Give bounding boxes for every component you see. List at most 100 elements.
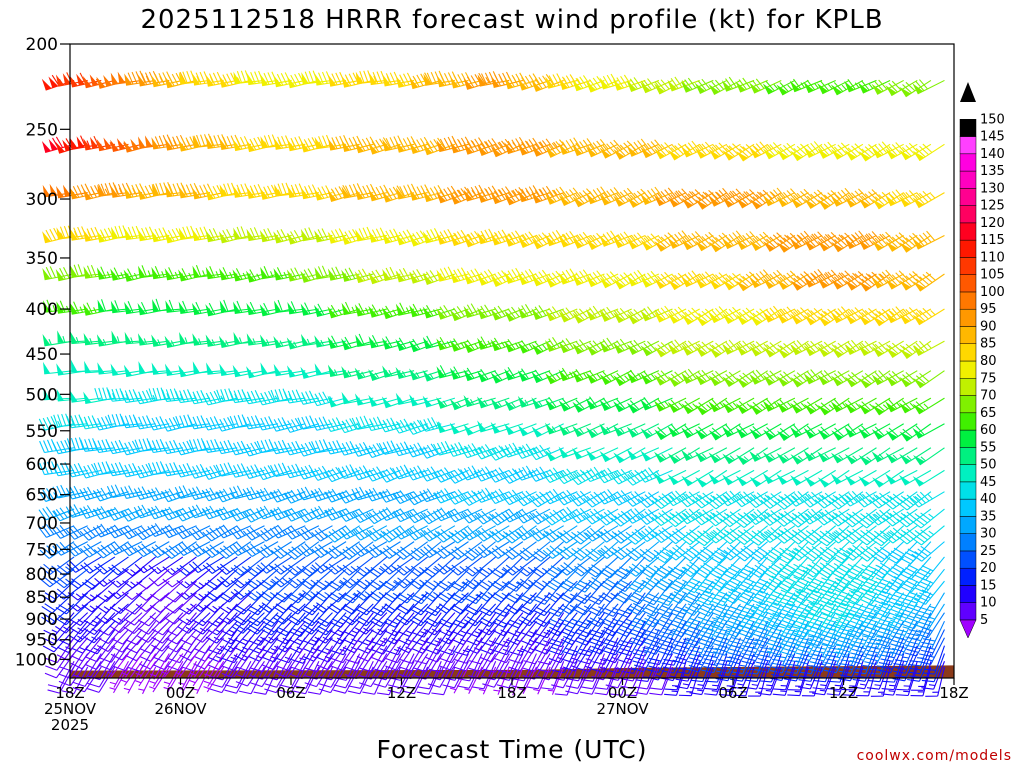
- legend-label: 60: [980, 423, 997, 438]
- wind-barb: [640, 270, 673, 288]
- wind-barb: [283, 489, 320, 504]
- wind-barb: [681, 307, 714, 325]
- wind-barb: [667, 339, 700, 355]
- wind-barb: [367, 568, 401, 591]
- wind-barb: [912, 397, 945, 415]
- x-tick-label: 12Z: [387, 684, 416, 702]
- legend-swatch: [959, 291, 977, 310]
- wind-barb: [735, 423, 768, 439]
- legend-label: 80: [980, 354, 997, 369]
- legend-label: 35: [980, 509, 997, 524]
- wind-barb: [69, 72, 102, 88]
- legend-label: 95: [980, 302, 997, 317]
- wind-barb: [885, 370, 918, 387]
- wind-barb: [337, 464, 374, 480]
- wind-barb: [762, 79, 796, 95]
- legend-swatch: [959, 170, 977, 189]
- wind-barb: [343, 612, 374, 637]
- wind-barb: [681, 140, 714, 158]
- wind-barb: [313, 568, 347, 591]
- wind-barb: [341, 366, 374, 379]
- wind-barb: [708, 370, 741, 387]
- wind-barb: [749, 423, 782, 440]
- wind-barb: [762, 187, 796, 207]
- legend-swatch: [959, 343, 977, 362]
- legend-swatch: [959, 153, 977, 172]
- legend-swatch: [959, 516, 977, 534]
- wind-barb: [749, 269, 782, 289]
- wind-barb: [422, 568, 456, 591]
- wind-barb: [870, 525, 905, 547]
- wind-barb: [789, 230, 823, 250]
- y-tick-label: 1000: [15, 650, 58, 670]
- wind-barb: [694, 340, 728, 357]
- wind-barb: [640, 233, 673, 251]
- wind-barb: [582, 466, 619, 483]
- wind-barb: [558, 307, 592, 323]
- wind-barb: [803, 189, 836, 209]
- wind-barb: [654, 370, 687, 386]
- wind-barb: [803, 307, 836, 326]
- legend-label: 90: [980, 319, 997, 334]
- wind-barb: [749, 78, 782, 94]
- wind-barb: [654, 556, 687, 579]
- wind-barb: [857, 79, 891, 94]
- wind-barb: [814, 491, 850, 509]
- wind-barb: [640, 186, 673, 205]
- legend-swatch: [959, 498, 977, 517]
- wind-barb: [912, 469, 945, 487]
- wind-barb: [405, 491, 442, 506]
- wind-barb: [830, 447, 864, 464]
- wind-barb: [585, 138, 619, 158]
- legend-label: 130: [980, 181, 1005, 196]
- x-tick-label: 18Z: [497, 684, 526, 702]
- wind-barb: [204, 568, 238, 591]
- legend-swatch: [959, 447, 977, 465]
- wind-barb: [96, 266, 129, 280]
- wind-barb: [762, 305, 796, 323]
- wind-barb: [912, 79, 945, 95]
- wind-barb: [667, 188, 700, 208]
- wind-barb: [912, 230, 945, 250]
- wind-barb: [858, 397, 891, 415]
- wind-barb: [749, 141, 782, 159]
- legend-swatch: [959, 222, 977, 241]
- y-tick-label: 450: [26, 345, 58, 365]
- wind-barb: [216, 388, 251, 402]
- wind-barb: [215, 462, 251, 477]
- y-axis: 200 250 300 350 400 450 500 550 600 650 700 750 800 8…: [15, 35, 70, 670]
- y-tick-label: 750: [26, 540, 58, 560]
- wind-barb: [871, 340, 904, 358]
- wind-barb: [844, 469, 877, 486]
- wind-barb: [501, 489, 537, 506]
- wind-barb: [722, 143, 755, 161]
- wind-barb: [858, 340, 891, 357]
- legend-swatch: [959, 395, 977, 414]
- wind-barb: [803, 231, 836, 251]
- legend-swatch: [959, 567, 977, 586]
- wind-barb: [640, 397, 673, 411]
- y-tick-label: 500: [26, 385, 58, 405]
- wind-barb: [749, 340, 782, 357]
- wind-barb: [531, 269, 564, 287]
- wind-barb: [667, 370, 700, 387]
- legend-swatch: [959, 239, 977, 258]
- wind-barb: [871, 447, 904, 463]
- wind-barb: [898, 397, 932, 414]
- x-axis-label: Forecast Time (UTC): [377, 735, 648, 764]
- legend-swatch: [959, 585, 977, 603]
- y-tick-label: 900: [26, 610, 58, 630]
- wind-barb: [596, 489, 632, 505]
- wind-barb: [178, 300, 211, 315]
- wind-barb: [572, 339, 605, 355]
- wind-barb: [572, 423, 605, 438]
- wind-barb: [803, 141, 836, 158]
- wind-barb: [558, 397, 592, 412]
- wind-barb: [762, 397, 796, 412]
- wind-barb: [844, 423, 877, 438]
- wind-barb: [151, 227, 183, 243]
- wind-barb: [871, 231, 904, 251]
- wind-barb: [233, 332, 265, 345]
- wind-barb: [178, 70, 211, 85]
- legend-swatch: [959, 481, 977, 500]
